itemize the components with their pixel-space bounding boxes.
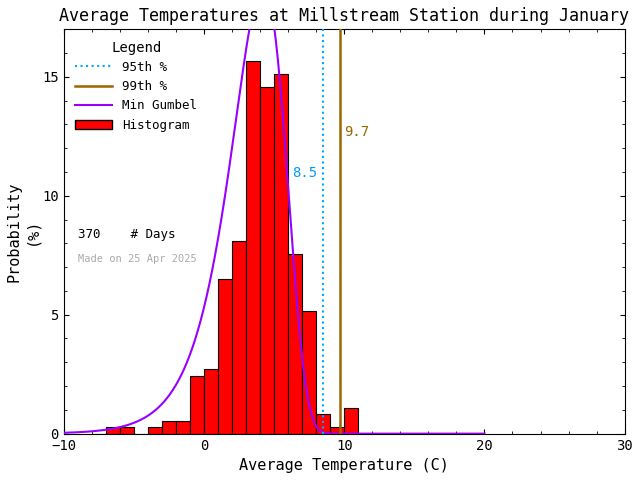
Text: Made on 25 Apr 2025: Made on 25 Apr 2025 <box>77 254 196 264</box>
Title: Average Temperatures at Millstream Station during January: Average Temperatures at Millstream Stati… <box>60 7 629 25</box>
Text: 370    # Days: 370 # Days <box>77 228 175 240</box>
Bar <box>288 253 302 433</box>
Y-axis label: Probability
(%): Probability (%) <box>7 181 39 282</box>
Bar <box>302 312 316 433</box>
Bar <box>246 60 260 433</box>
Text: 9.7: 9.7 <box>344 125 369 139</box>
Bar <box>330 427 344 433</box>
Bar <box>260 86 274 433</box>
Bar <box>274 73 288 433</box>
Bar <box>176 421 190 433</box>
Bar <box>106 427 120 433</box>
Bar <box>316 414 330 433</box>
Bar <box>232 241 246 433</box>
Bar <box>218 279 232 433</box>
Bar <box>120 427 134 433</box>
Legend: 95th %, 99th %, Min Gumbel, Histogram: 95th %, 99th %, Min Gumbel, Histogram <box>70 36 202 136</box>
Bar <box>148 427 162 433</box>
X-axis label: Average Temperature (C): Average Temperature (C) <box>239 458 449 473</box>
Text: 8.5: 8.5 <box>292 166 317 180</box>
Bar <box>344 408 358 433</box>
Bar <box>190 376 204 433</box>
Bar <box>162 421 176 433</box>
Bar <box>204 370 218 433</box>
